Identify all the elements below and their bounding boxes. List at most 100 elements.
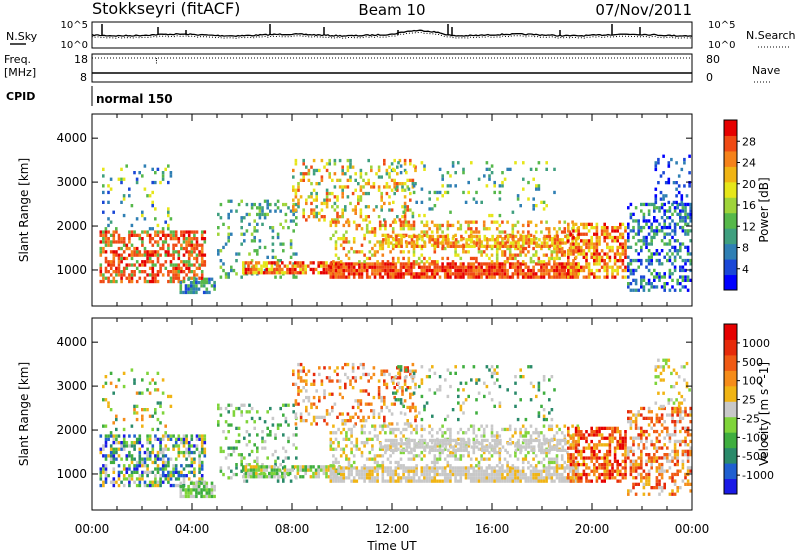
echo-cell [359,195,363,199]
echo-cell [410,234,414,239]
echo-cell [485,479,489,483]
echo-cell [521,457,525,461]
echo-cell [350,265,353,269]
echo-cell [243,472,246,477]
echo-cell [545,234,549,239]
echo-cell [200,260,204,264]
echo-cell [156,457,160,461]
echo-cell [446,427,450,432]
echo-cell [104,237,108,241]
echo-cell [350,447,353,451]
echo-cell [681,275,685,279]
echo-cell [388,422,391,426]
echo-cell [198,457,201,461]
echo-cell [312,158,316,163]
echo-cell [373,457,377,461]
echo-cell [482,427,486,432]
echo-cell [138,464,142,468]
echo-cell [275,468,279,472]
echo-cell [406,366,409,370]
echo-cell [297,376,300,380]
echo-cell [115,266,118,270]
echo-cell [462,265,465,269]
echo-cell [391,427,395,432]
echo-cell [600,259,604,263]
echo-cell [154,477,157,481]
echo-cell [404,476,408,480]
echo-cell [130,223,134,228]
echo-cell [172,483,175,488]
echo-cell [689,216,692,220]
echo-cell [180,464,183,468]
echo-cell [568,469,572,473]
echo-cell [516,220,520,224]
echo-cell [537,187,541,191]
echo-cell [383,419,386,423]
echo-cell [102,447,105,451]
echo-cell [138,171,141,175]
freq-tick-top: 18 [74,53,88,66]
echo-cell [227,446,230,450]
echo-cell [394,268,398,273]
echo-cell [467,476,470,480]
echo-cell [540,265,543,269]
echo-cell [360,272,364,276]
echo-cell [493,472,496,477]
echo-cell [425,469,429,473]
echo-cell [294,475,297,479]
echo-cell [174,243,178,247]
echo-cell [451,161,455,165]
echo-cell [477,466,481,470]
echo-cell [122,197,126,201]
echo-cell [439,448,442,452]
echo-cell [378,240,382,244]
echo-cell [252,471,255,476]
echo-cell [146,273,149,277]
echo-cell [430,268,434,273]
echo-cell [349,201,352,206]
echo-cell [542,479,546,483]
echo-cell [354,172,357,176]
echo-cell [332,431,335,435]
echo-cell [472,472,476,477]
echo-cell [169,394,173,399]
echo-cell [288,261,292,265]
echo-cell [501,469,504,473]
echo-cell [275,264,279,268]
echo-cell [417,476,421,480]
echo-cell [327,267,331,272]
echo-cell [561,448,565,452]
echo-cell [363,237,366,241]
echo-cell [373,253,377,257]
echo-cell [352,237,356,241]
echo-cell [443,479,447,483]
echo-cell [363,479,366,483]
echo-cell [495,256,499,261]
echo-cell [673,239,677,243]
echo-cell [125,454,129,458]
echo-cell [365,268,369,273]
echo-cell [151,460,155,465]
echo-cell [511,272,515,276]
echo-cell [406,386,409,390]
echo-cell [412,265,416,269]
echo-cell [156,437,160,441]
echo-cell [182,260,186,264]
echo-cell [250,232,254,236]
echo-cell [521,223,525,228]
echo-cell [174,441,178,445]
echo-cell [112,437,116,441]
echo-cell [647,212,651,216]
echo-cell [396,172,399,176]
echo-cell [141,378,144,382]
echo-cell [582,249,586,253]
echo-cell [227,212,230,217]
echo-cell [606,242,609,246]
echo-cell [193,250,196,254]
echo-cell [292,212,295,217]
echo-cell [681,242,685,246]
echo-cell [464,431,468,435]
echo-cell [613,229,617,233]
echo-cell [315,182,318,186]
echo-cell [351,376,355,380]
